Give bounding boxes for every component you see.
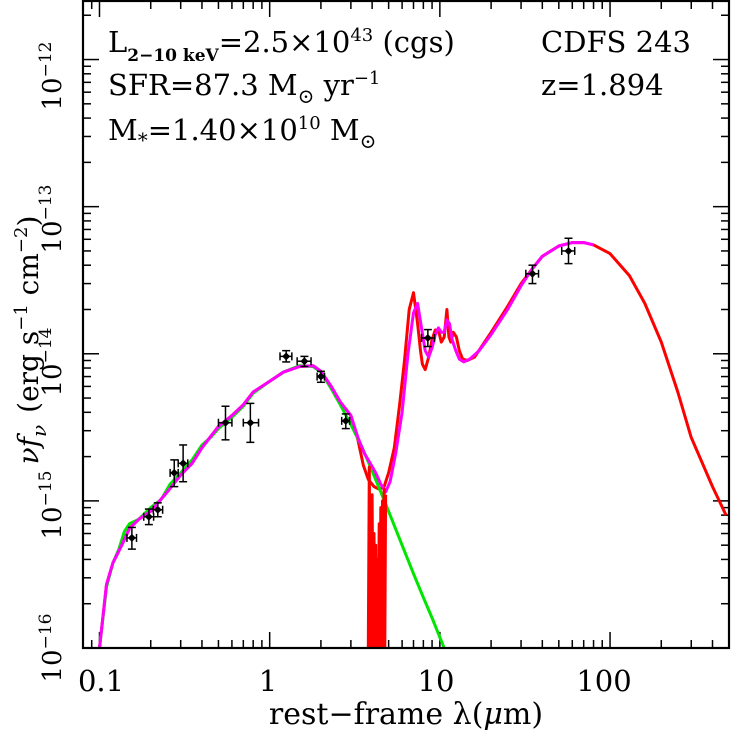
data-point (560, 237, 576, 265)
data-point (420, 328, 436, 348)
y-tick-label: 10−14 (36, 328, 68, 397)
object-name: CDFS 243 (541, 25, 691, 59)
point-marker (246, 418, 255, 427)
point-marker (341, 416, 350, 425)
data-point (143, 508, 155, 526)
point-marker (564, 246, 573, 255)
data-point (152, 502, 164, 518)
data-point (177, 444, 189, 483)
y-tick-label: 10−15 (36, 471, 68, 540)
y-tick-label: 10−13 (36, 185, 68, 254)
series-line-model (98, 241, 594, 648)
data-point (525, 264, 540, 285)
data-point (279, 349, 293, 363)
data-point (217, 405, 233, 441)
data-point (316, 370, 326, 384)
plot-frame (81, 0, 731, 650)
data-point (169, 459, 179, 488)
data-point (242, 402, 260, 444)
axis-ticks (82, 1, 730, 649)
stellar-mass-annotation: M*=1.40×1010 M⊙ (108, 113, 376, 153)
point-marker (316, 372, 325, 381)
series-lines (98, 241, 728, 648)
point-marker (127, 533, 136, 542)
data-point (340, 413, 351, 430)
x-tick-label: 100 (576, 664, 631, 698)
x-tick-label: 1 (259, 664, 277, 698)
sfr-annotation: SFR=87.3 M⊙ yr−1 (108, 68, 380, 108)
point-marker (423, 333, 432, 342)
y-tick-label: 10−12 (36, 42, 68, 111)
point-marker (221, 418, 230, 427)
x-axis-label: rest−frame λ(μm) (269, 697, 543, 731)
y-axis-label: νfν(erg s−1 cm−2) (11, 216, 51, 465)
redshift-label: z=1.894 (541, 68, 664, 102)
point-marker (282, 352, 291, 361)
x-tick-label: 0.1 (78, 664, 124, 698)
point-marker (170, 468, 179, 477)
series-line-total (98, 241, 728, 648)
point-marker (528, 269, 537, 278)
point-marker (300, 357, 309, 366)
data-point (126, 526, 138, 550)
data-points (126, 237, 576, 550)
point-marker (144, 512, 153, 521)
luminosity-annotation: L2−10 keV=2.5×1043 (cgs) (108, 25, 455, 66)
series-line-pah-noise (366, 465, 388, 648)
data-point (296, 355, 312, 368)
point-marker (153, 505, 162, 514)
x-tick-label: 10 (418, 664, 455, 698)
y-tick-label: 10−16 (36, 614, 68, 683)
point-marker (179, 459, 188, 468)
